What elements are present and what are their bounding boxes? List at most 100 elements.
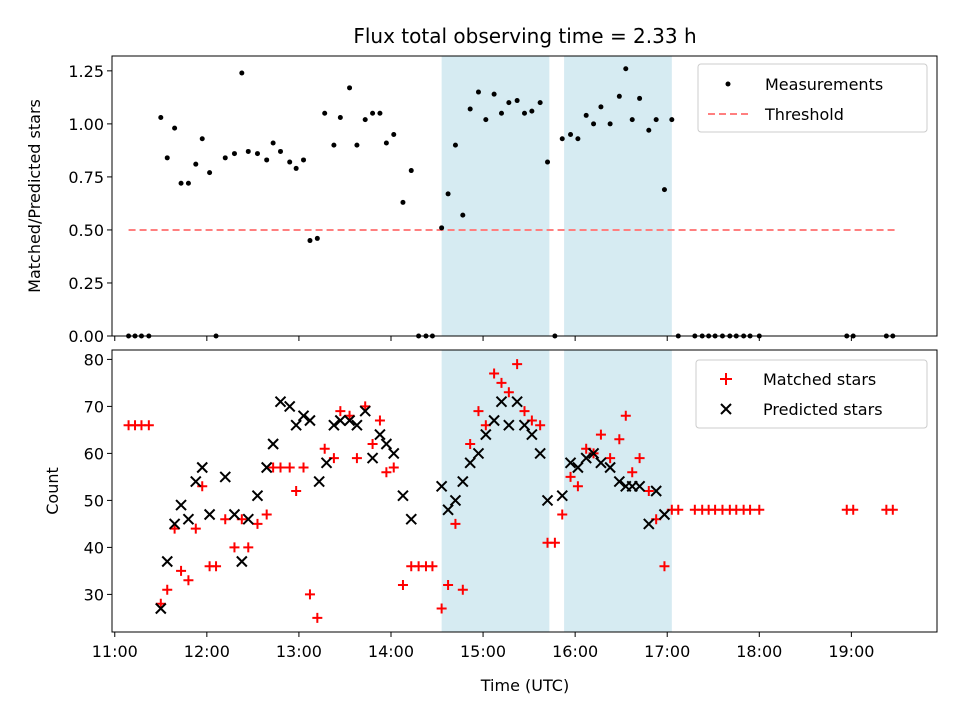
- predicted-star-point: [503, 419, 515, 431]
- top-y-axis-label: Matched/Predicted stars: [25, 99, 44, 293]
- y-tick-label: 60: [84, 444, 104, 463]
- predicted-star-point: [633, 480, 646, 493]
- predicted-stars-series: [155, 395, 671, 615]
- bottom-y-ticks: 30 40 50 60 70 80: [84, 350, 112, 604]
- matched-star-point: [162, 584, 173, 595]
- matched-star-point: [512, 359, 523, 370]
- measurement-point: [522, 110, 527, 116]
- x-tick-label: 13:00: [276, 642, 322, 661]
- measurements-series: [126, 66, 896, 339]
- measurement-point: [568, 131, 574, 137]
- measurement-point: [207, 170, 213, 176]
- matched-star-point: [503, 387, 514, 398]
- measurement-point: [354, 142, 360, 148]
- matched-star-point: [549, 537, 560, 548]
- predicted-star-point: [604, 461, 616, 474]
- measurement-point: [623, 66, 629, 72]
- y-tick-label: 0.00: [68, 327, 104, 346]
- measurement-point: [199, 136, 205, 142]
- predicted-star-point: [328, 419, 340, 431]
- matched-star-point: [197, 481, 208, 492]
- measurement-point: [222, 155, 228, 161]
- measurement-point: [629, 117, 635, 123]
- y-tick-label: 1.25: [68, 62, 104, 81]
- predicted-star-point: [480, 428, 492, 441]
- matched-star-point: [304, 589, 315, 600]
- predicted-star-point: [175, 499, 187, 511]
- x-tick-label: 15:00: [460, 642, 506, 661]
- measurement-point: [445, 191, 451, 197]
- matched-star-point: [427, 561, 438, 572]
- predicted-star-point: [203, 508, 216, 521]
- predicted-star-point: [304, 414, 316, 427]
- matched-star-point: [335, 406, 346, 417]
- bottom-shaded-intervals: [441, 350, 672, 632]
- measurement-point: [669, 117, 675, 123]
- predicted-star-point: [556, 489, 568, 502]
- matched-star-point: [465, 439, 476, 449]
- legend-matched-label: Matched stars: [763, 370, 876, 389]
- predicted-star-point: [580, 452, 592, 464]
- predicted-star-point: [351, 419, 363, 431]
- predicted-star-point: [290, 419, 302, 431]
- matched-star-point: [643, 486, 654, 496]
- predicted-star-point: [397, 489, 409, 502]
- predicted-star-point: [182, 513, 195, 525]
- top-axes-frame: [111, 55, 938, 337]
- top-y-ticks: 0.00 0.25 0.50 0.75 1.00 1.25: [68, 62, 112, 346]
- predicted-star-point: [495, 395, 508, 408]
- predicted-star-point: [242, 513, 254, 525]
- measurement-point: [270, 140, 276, 146]
- predicted-star-point: [374, 428, 386, 441]
- matched-star-point: [887, 504, 898, 515]
- matched-star-point: [211, 561, 222, 572]
- x-tick-label: 19:00: [828, 642, 874, 661]
- measurement-point: [646, 127, 652, 133]
- matched-star-point: [319, 443, 330, 454]
- measurement-point: [314, 235, 320, 241]
- predicted-star-point: [595, 457, 607, 469]
- predicted-star-point: [587, 447, 600, 460]
- matched-star-point: [473, 406, 484, 417]
- measurement-point: [370, 110, 376, 116]
- matched-star-point: [367, 439, 378, 449]
- matched-star-point: [673, 504, 684, 515]
- predicted-star-point: [613, 475, 626, 488]
- measurement-point: [653, 117, 659, 123]
- matched-star-point: [443, 580, 454, 590]
- legend-threshold-label: Threshold: [764, 105, 844, 124]
- matched-star-point: [496, 377, 507, 388]
- measurement-point: [661, 187, 667, 193]
- measurement-point: [254, 151, 260, 157]
- bottom-legend-box: [695, 359, 928, 429]
- predicted-star-point: [236, 555, 248, 568]
- measurement-point: [616, 93, 622, 99]
- matched-star-point: [229, 542, 240, 553]
- measurement-point: [193, 161, 199, 167]
- predicted-star-point: [219, 471, 231, 483]
- predicted-star-point: [283, 400, 296, 413]
- predicted-star-point: [457, 475, 469, 488]
- measurement-point: [529, 108, 535, 114]
- chart-title: Flux total observing time = 2.33 h: [353, 24, 696, 48]
- x-tick-label: 18:00: [736, 642, 782, 661]
- measurement-point: [239, 70, 245, 76]
- measurement-point: [337, 115, 343, 121]
- measurement-point: [331, 142, 337, 148]
- predicted-star-point: [168, 518, 181, 530]
- measurement-point: [245, 148, 251, 154]
- matched-star-point: [381, 467, 392, 478]
- y-tick-label: 70: [84, 397, 104, 416]
- matched-star-point: [535, 420, 546, 431]
- measurement-point: [185, 180, 191, 186]
- predicted-star-point: [297, 410, 310, 422]
- measurement-point: [287, 159, 293, 165]
- measurement-point: [575, 136, 581, 142]
- top-legend: Measurements Threshold: [697, 63, 928, 133]
- predicted-star-point: [658, 508, 671, 521]
- predicted-star-point: [643, 518, 655, 530]
- shaded-interval-0: [441, 350, 550, 632]
- matched-star-point: [450, 518, 461, 529]
- top-panel-ratio: 0.00 0.25 0.50 0.75 1.00 1.25 Matched/Predict…: [25, 55, 938, 346]
